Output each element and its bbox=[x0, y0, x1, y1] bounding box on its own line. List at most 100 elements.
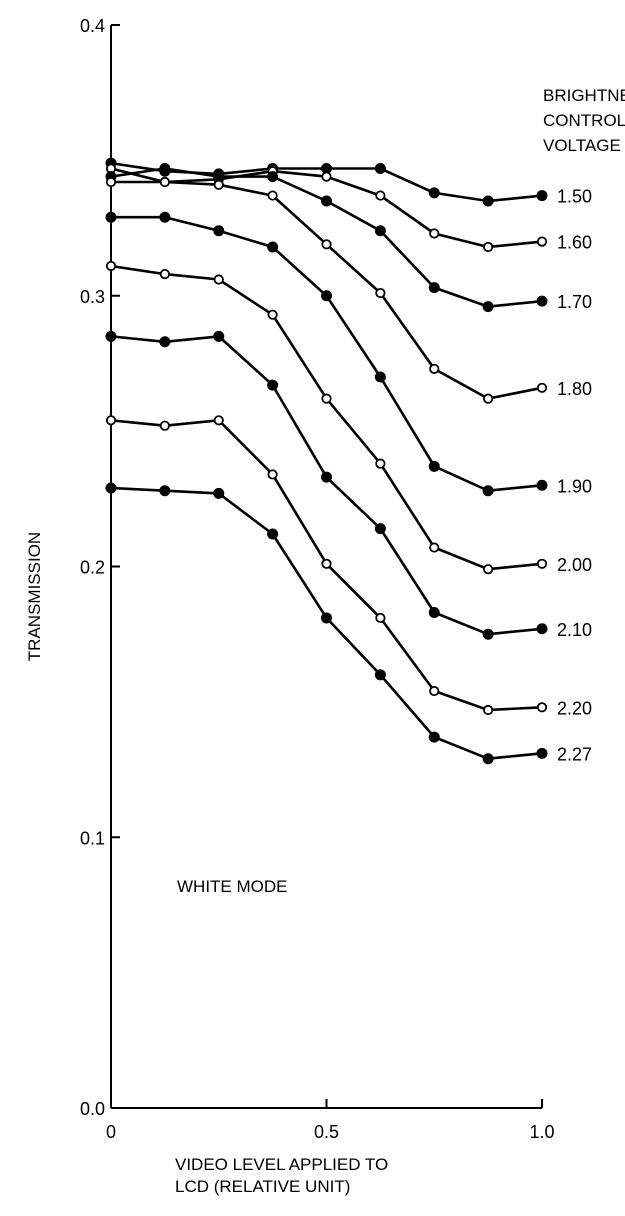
white-mode-annotation: WHITE MODE bbox=[177, 877, 288, 896]
series-2.00 bbox=[105, 260, 548, 575]
data-point bbox=[482, 628, 494, 640]
series-line bbox=[110, 264, 543, 571]
data-point bbox=[213, 415, 224, 426]
series-label: 1.80 bbox=[557, 379, 592, 399]
data-point bbox=[536, 558, 548, 569]
data-point bbox=[375, 458, 386, 469]
series-label: 2.27 bbox=[557, 744, 592, 764]
series-layer bbox=[105, 157, 548, 765]
y-tick-label: 0.3 bbox=[80, 287, 105, 307]
data-point bbox=[483, 704, 494, 716]
data-point bbox=[267, 171, 279, 183]
legend-title: CONTROL bbox=[543, 111, 625, 130]
data-point bbox=[483, 564, 494, 575]
data-point bbox=[374, 523, 386, 535]
data-point bbox=[321, 612, 332, 624]
data-point bbox=[482, 485, 494, 497]
series-1.60 bbox=[105, 163, 548, 253]
data-point bbox=[105, 330, 117, 342]
data-point bbox=[429, 542, 440, 553]
x-axis-label: VIDEO LEVEL APPLIED TO bbox=[175, 1155, 388, 1174]
data-point bbox=[536, 190, 548, 202]
data-point bbox=[374, 225, 386, 237]
x-axis-label: LCD (RELATIVE UNIT) bbox=[175, 1177, 350, 1196]
data-point bbox=[213, 179, 224, 190]
data-point bbox=[267, 309, 278, 320]
data-point bbox=[428, 731, 440, 743]
data-point bbox=[213, 330, 225, 342]
data-point bbox=[159, 336, 171, 348]
data-point bbox=[105, 415, 117, 426]
data-point bbox=[213, 487, 225, 499]
legend-title: VOLTAGE bbox=[543, 136, 621, 155]
data-point bbox=[267, 379, 279, 391]
series-2.10 bbox=[105, 330, 548, 640]
y-tick-label: 0.2 bbox=[80, 558, 105, 578]
data-point bbox=[483, 241, 494, 253]
data-point bbox=[159, 176, 170, 188]
data-point bbox=[429, 685, 440, 697]
series-2.27 bbox=[105, 482, 548, 765]
data-point bbox=[159, 268, 170, 280]
y-axis-label: TRANSMISSION bbox=[25, 532, 44, 661]
series-label: 1.50 bbox=[557, 187, 592, 207]
data-point bbox=[321, 393, 332, 404]
data-point bbox=[321, 239, 332, 250]
series-line bbox=[111, 215, 543, 493]
data-point bbox=[267, 469, 278, 480]
y-tick-label: 0.0 bbox=[80, 1099, 105, 1119]
data-point bbox=[536, 747, 548, 759]
data-point bbox=[321, 195, 332, 207]
data-point bbox=[213, 225, 225, 237]
axes bbox=[110, 24, 543, 1109]
series-label: 1.70 bbox=[557, 292, 592, 312]
data-point bbox=[375, 287, 386, 299]
data-point bbox=[159, 420, 170, 431]
series-label: 2.20 bbox=[557, 698, 592, 718]
data-point bbox=[374, 162, 386, 174]
series-label: 2.10 bbox=[557, 620, 592, 640]
data-point bbox=[482, 753, 494, 765]
legend-title: BRIGHTNESS bbox=[543, 86, 625, 105]
data-point bbox=[429, 363, 440, 374]
series-1.80 bbox=[105, 176, 548, 404]
data-point bbox=[536, 702, 548, 713]
data-point bbox=[428, 460, 440, 472]
data-point bbox=[428, 282, 440, 294]
series-2.20 bbox=[105, 415, 548, 716]
data-point bbox=[482, 195, 494, 207]
x-tick-label: 1.0 bbox=[529, 1122, 554, 1142]
data-point bbox=[267, 241, 279, 253]
y-tick-label: 0.4 bbox=[80, 16, 105, 36]
data-point bbox=[428, 187, 440, 199]
data-point bbox=[105, 176, 117, 188]
series-label: 1.90 bbox=[557, 476, 592, 496]
data-point bbox=[267, 528, 279, 540]
data-point bbox=[159, 211, 171, 223]
data-point bbox=[429, 228, 440, 239]
data-point bbox=[374, 669, 386, 681]
data-point bbox=[536, 479, 548, 491]
data-point bbox=[159, 485, 171, 497]
data-point bbox=[105, 482, 117, 494]
series-1.90 bbox=[105, 211, 548, 497]
x-tick-label: 0 bbox=[106, 1122, 116, 1142]
data-point bbox=[375, 612, 386, 624]
data-point bbox=[321, 290, 332, 302]
series-line bbox=[110, 167, 543, 308]
data-point bbox=[483, 393, 494, 404]
data-point bbox=[105, 211, 117, 223]
data-point bbox=[321, 558, 332, 569]
data-point bbox=[159, 162, 171, 174]
data-point bbox=[482, 301, 494, 313]
data-point bbox=[536, 295, 548, 307]
data-point bbox=[536, 623, 548, 635]
data-point bbox=[428, 607, 440, 619]
x-tick-label: 0.5 bbox=[314, 1122, 339, 1142]
data-point bbox=[213, 274, 224, 285]
text-layer: 0.0 0.1 0.2 0.3 0.4 0 0.5 1.0 TRANSMISSION VIDEO … bbox=[25, 16, 625, 1196]
series-label: 2.00 bbox=[557, 555, 592, 575]
data-point bbox=[267, 190, 278, 201]
data-point bbox=[374, 371, 386, 383]
